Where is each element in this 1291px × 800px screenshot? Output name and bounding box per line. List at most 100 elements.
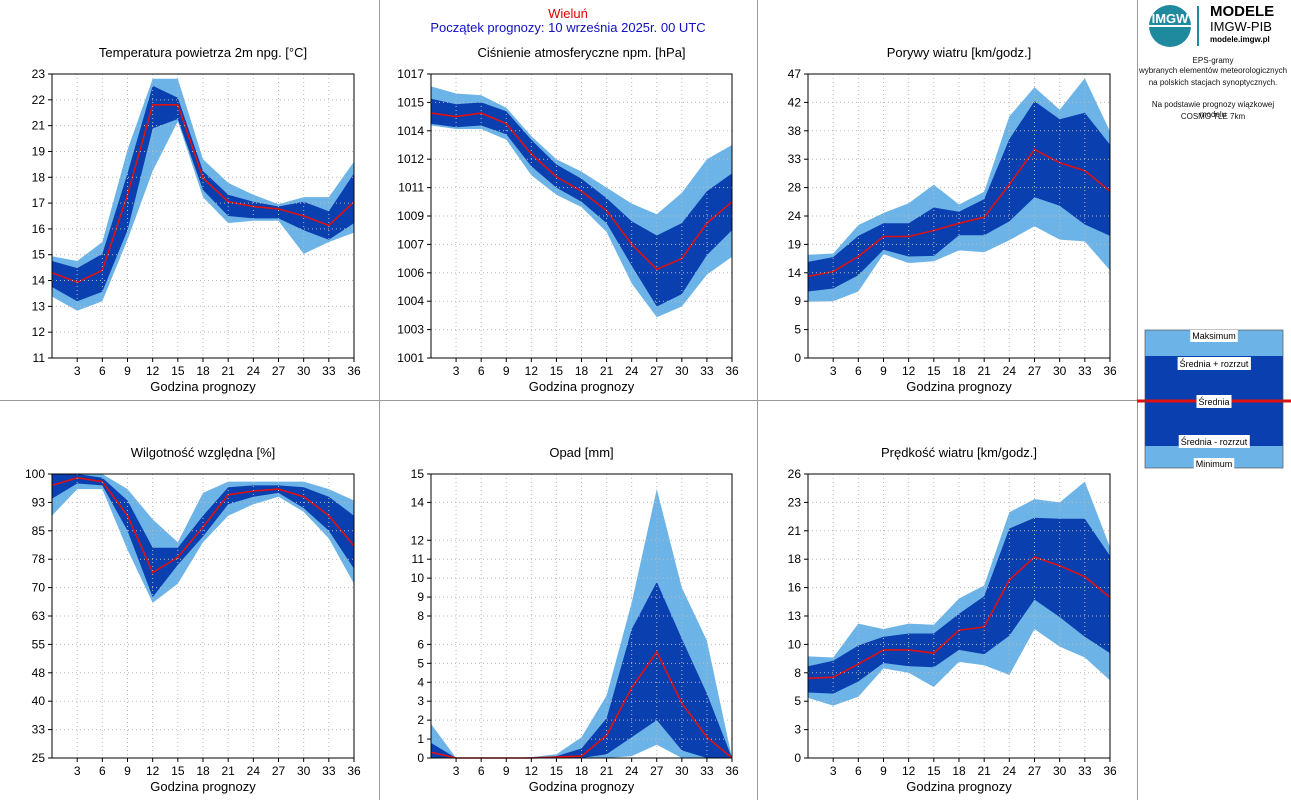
forecast-start: Początek prognozy: 10 września 2025r. 00…	[430, 20, 706, 35]
y-tick-label: 70	[32, 581, 46, 595]
legend-mean-label: Średnia	[1198, 396, 1229, 407]
x-tick-label: 30	[1053, 764, 1067, 778]
y-tick-label: 33	[32, 723, 46, 737]
chart-panel-2: 1001 1003 1004 1006 1007 1009 1011 1012 1014 1015…	[397, 45, 739, 394]
spread-band	[52, 474, 354, 598]
y-tick-label: 93	[32, 495, 46, 509]
y-tick-label: 22	[32, 93, 46, 107]
legend-box: Maksimum Średnia + rozrzut Średnia Średn…	[1137, 329, 1291, 470]
y-tick-label: 14	[788, 266, 802, 280]
y-tick-label: 2	[417, 713, 424, 727]
x-tick-label: 36	[725, 764, 739, 778]
x-tick-label: 18	[952, 764, 966, 778]
chart-title: Porywy wiatru [km/godz.]	[887, 45, 1032, 60]
y-tick-label: 18	[32, 170, 46, 184]
x-tick-label: 9	[880, 764, 887, 778]
x-tick-label: 15	[171, 764, 185, 778]
y-tick-label: 1	[417, 732, 424, 746]
x-tick-label: 3	[74, 364, 81, 378]
y-tick-label: 85	[32, 524, 46, 538]
y-tick-label: 47	[788, 67, 802, 81]
x-tick-label: 18	[575, 764, 589, 778]
x-tick-label: 18	[196, 364, 210, 378]
y-tick-label: 1012	[397, 152, 424, 166]
info-line-1: EPS-gramy	[1192, 56, 1234, 65]
x-tick-label: 3	[453, 764, 460, 778]
x-tick-label: 30	[675, 364, 689, 378]
y-tick-label: 78	[32, 552, 46, 566]
x-tick-label: 12	[146, 364, 160, 378]
x-tick-label: 12	[146, 764, 160, 778]
x-tick-label: 30	[297, 364, 311, 378]
x-tick-label: 15	[550, 764, 564, 778]
x-tick-label: 9	[503, 764, 510, 778]
y-tick-label: 1007	[397, 237, 424, 251]
y-tick-label: 13	[788, 609, 802, 623]
x-tick-label: 24	[247, 364, 261, 378]
x-tick-label: 33	[322, 364, 336, 378]
x-tick-label: 30	[675, 764, 689, 778]
info-line-2: wybranych elementów meteorologicznych	[1138, 66, 1288, 75]
x-tick-label: 15	[927, 764, 941, 778]
y-tick-label: 15	[32, 248, 46, 262]
x-tick-label: 24	[247, 764, 261, 778]
y-tick-label: 1017	[397, 67, 424, 81]
x-tick-label: 18	[952, 364, 966, 378]
x-tick-label: 21	[977, 364, 991, 378]
grid	[431, 73, 733, 359]
x-tick-label: 6	[478, 764, 485, 778]
x-tick-label: 27	[650, 364, 664, 378]
info-line-5: COSMO TLE 7km	[1180, 112, 1246, 121]
x-tick-label: 12	[525, 764, 539, 778]
y-tick-label: 55	[32, 637, 46, 651]
y-tick-label: 14	[411, 495, 425, 509]
x-tick-label: 6	[99, 764, 106, 778]
x-tick-label: 21	[977, 764, 991, 778]
x-tick-label: 27	[1028, 764, 1042, 778]
chart-title: Opad [mm]	[549, 445, 613, 460]
grid	[808, 473, 1111, 759]
legend-min-label: Minimum	[1196, 459, 1233, 469]
y-tick-label: 12	[32, 325, 46, 339]
x-tick-label: 36	[1103, 364, 1117, 378]
x-tick-label: 33	[700, 764, 714, 778]
x-tick-label: 9	[124, 364, 131, 378]
y-tick-label: 3	[417, 694, 424, 708]
x-tick-label: 12	[902, 364, 916, 378]
logo-url: modele.imgw.pl	[1210, 35, 1270, 44]
y-tick-label: 21	[788, 524, 802, 538]
logo-title: MODELE	[1210, 3, 1275, 20]
x-tick-label: 21	[600, 364, 614, 378]
x-axis-label: Godzina prognozy	[529, 779, 635, 794]
info-line-3: na polskich stacjach synoptycznych.	[1148, 78, 1278, 87]
y-tick-label: 8	[417, 609, 424, 623]
legend-label-background	[1193, 458, 1235, 470]
y-tick-label: 12	[411, 533, 425, 547]
y-tick-label: 38	[788, 124, 802, 138]
legend-max-label: Maksimum	[1192, 331, 1236, 341]
y-tick-label: 26	[788, 467, 802, 481]
y-tick-label: 1004	[397, 294, 424, 308]
y-tick-label: 15	[411, 467, 425, 481]
y-tick-label: 16	[788, 581, 802, 595]
x-tick-label: 9	[503, 364, 510, 378]
x-tick-label: 3	[74, 764, 81, 778]
x-tick-label: 36	[725, 364, 739, 378]
legend-min-band	[1145, 446, 1283, 468]
x-tick-label: 36	[347, 364, 361, 378]
y-tick-label: 5	[794, 694, 801, 708]
y-tick-label: 1003	[397, 323, 424, 337]
y-tick-label: 21	[32, 119, 46, 133]
y-tick-label: 18	[788, 552, 802, 566]
y-tick-label: 16	[32, 222, 46, 236]
x-tick-label: 33	[700, 364, 714, 378]
x-tick-label: 15	[550, 364, 564, 378]
y-tick-label: 63	[32, 609, 46, 623]
x-axis-label: Godzina prognozy	[150, 379, 256, 394]
x-tick-label: 6	[855, 764, 862, 778]
x-tick-label: 6	[855, 364, 862, 378]
y-tick-label: 19	[788, 237, 802, 251]
